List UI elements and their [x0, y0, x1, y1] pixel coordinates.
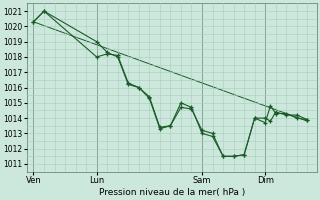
- X-axis label: Pression niveau de la mer( hPa ): Pression niveau de la mer( hPa ): [99, 188, 245, 197]
